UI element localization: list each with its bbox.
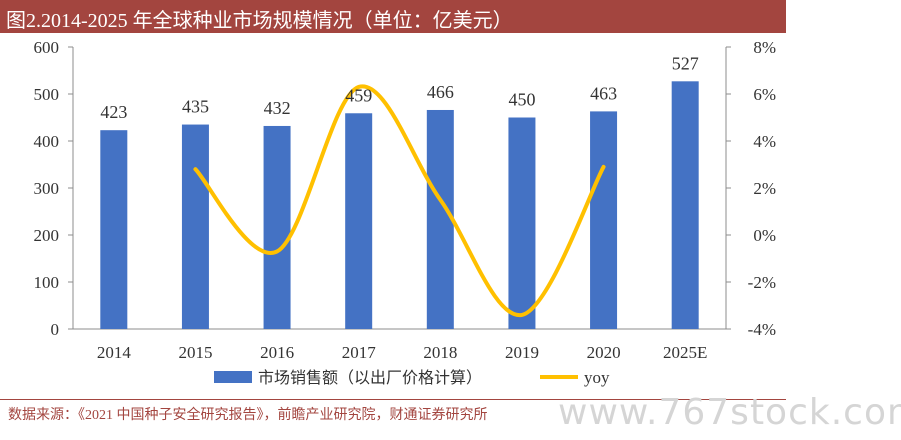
bar bbox=[590, 111, 618, 329]
left-axis-tick-label: 100 bbox=[34, 273, 60, 292]
chart-title: 图2.2014-2025 年全球种业市场规模情况（单位：亿美元） bbox=[6, 10, 513, 32]
watermark: www.767stock.com bbox=[558, 392, 901, 433]
right-axis-tick-label: -2% bbox=[748, 273, 776, 292]
left-axis-tick-label: 400 bbox=[34, 132, 60, 151]
x-axis-tick-label: 2015 bbox=[178, 343, 212, 362]
left-axis-tick-label: 300 bbox=[34, 179, 60, 198]
x-axis-tick-label: 2025E bbox=[663, 343, 707, 362]
left-axis-tick-label: 200 bbox=[34, 226, 60, 245]
bar bbox=[508, 117, 536, 329]
legend-line-label: yoy bbox=[584, 368, 610, 387]
bar bbox=[345, 113, 373, 330]
bar-data-label: 450 bbox=[508, 90, 535, 110]
right-axis-tick-label: 0% bbox=[753, 226, 776, 245]
right-axis-tick-label: -4% bbox=[748, 320, 776, 339]
chart: 0 100 200 300 400 500 600 -4% -2% 0% 2% 4% 6% 8% 2014 2… bbox=[34, 38, 777, 387]
x-axis-tick-label: 2016 bbox=[260, 343, 294, 362]
right-axis-tick-label: 4% bbox=[753, 132, 776, 151]
left-axis-tick-label: 600 bbox=[34, 38, 60, 57]
bar bbox=[181, 124, 209, 329]
legend-bar-label: 市场销售额（以出厂价格计算） bbox=[258, 368, 482, 387]
right-axis-tick-label: 8% bbox=[753, 38, 776, 57]
legend-bar-swatch bbox=[214, 371, 252, 383]
right-axis-tick-label: 6% bbox=[753, 85, 776, 104]
x-axis-tick-label: 2020 bbox=[587, 343, 621, 362]
source-note: 数据来源：《2021 中国种子安全研究报告》，前瞻产业研究院，财通证券研究所 bbox=[8, 408, 488, 423]
x-axis-tick-label: 2019 bbox=[505, 343, 539, 362]
bar-data-label: 423 bbox=[100, 102, 127, 122]
title-bar: 图2.2014-2025 年全球种业市场规模情况（单位：亿美元） bbox=[0, 0, 786, 33]
x-axis-tick-label: 2014 bbox=[97, 343, 132, 362]
bar bbox=[671, 81, 699, 329]
bar-data-label: 432 bbox=[264, 98, 291, 118]
x-axis-tick-label: 2017 bbox=[342, 343, 377, 362]
x-axis-tick-label: 2018 bbox=[423, 343, 457, 362]
right-axis-tick-label: 2% bbox=[753, 179, 776, 198]
bar bbox=[100, 130, 128, 329]
bar-data-label: 459 bbox=[345, 85, 372, 105]
left-axis-tick-label: 0 bbox=[51, 320, 60, 339]
footer-rule bbox=[0, 399, 786, 400]
bar-data-label: 466 bbox=[427, 82, 454, 102]
left-axis-tick-label: 500 bbox=[34, 85, 60, 104]
bar bbox=[263, 125, 291, 330]
yoy-line bbox=[193, 84, 606, 317]
bar-data-label: 527 bbox=[672, 53, 699, 73]
bar-data-label: 435 bbox=[182, 97, 209, 117]
bar-data-label: 463 bbox=[590, 83, 617, 103]
bar bbox=[426, 109, 454, 329]
